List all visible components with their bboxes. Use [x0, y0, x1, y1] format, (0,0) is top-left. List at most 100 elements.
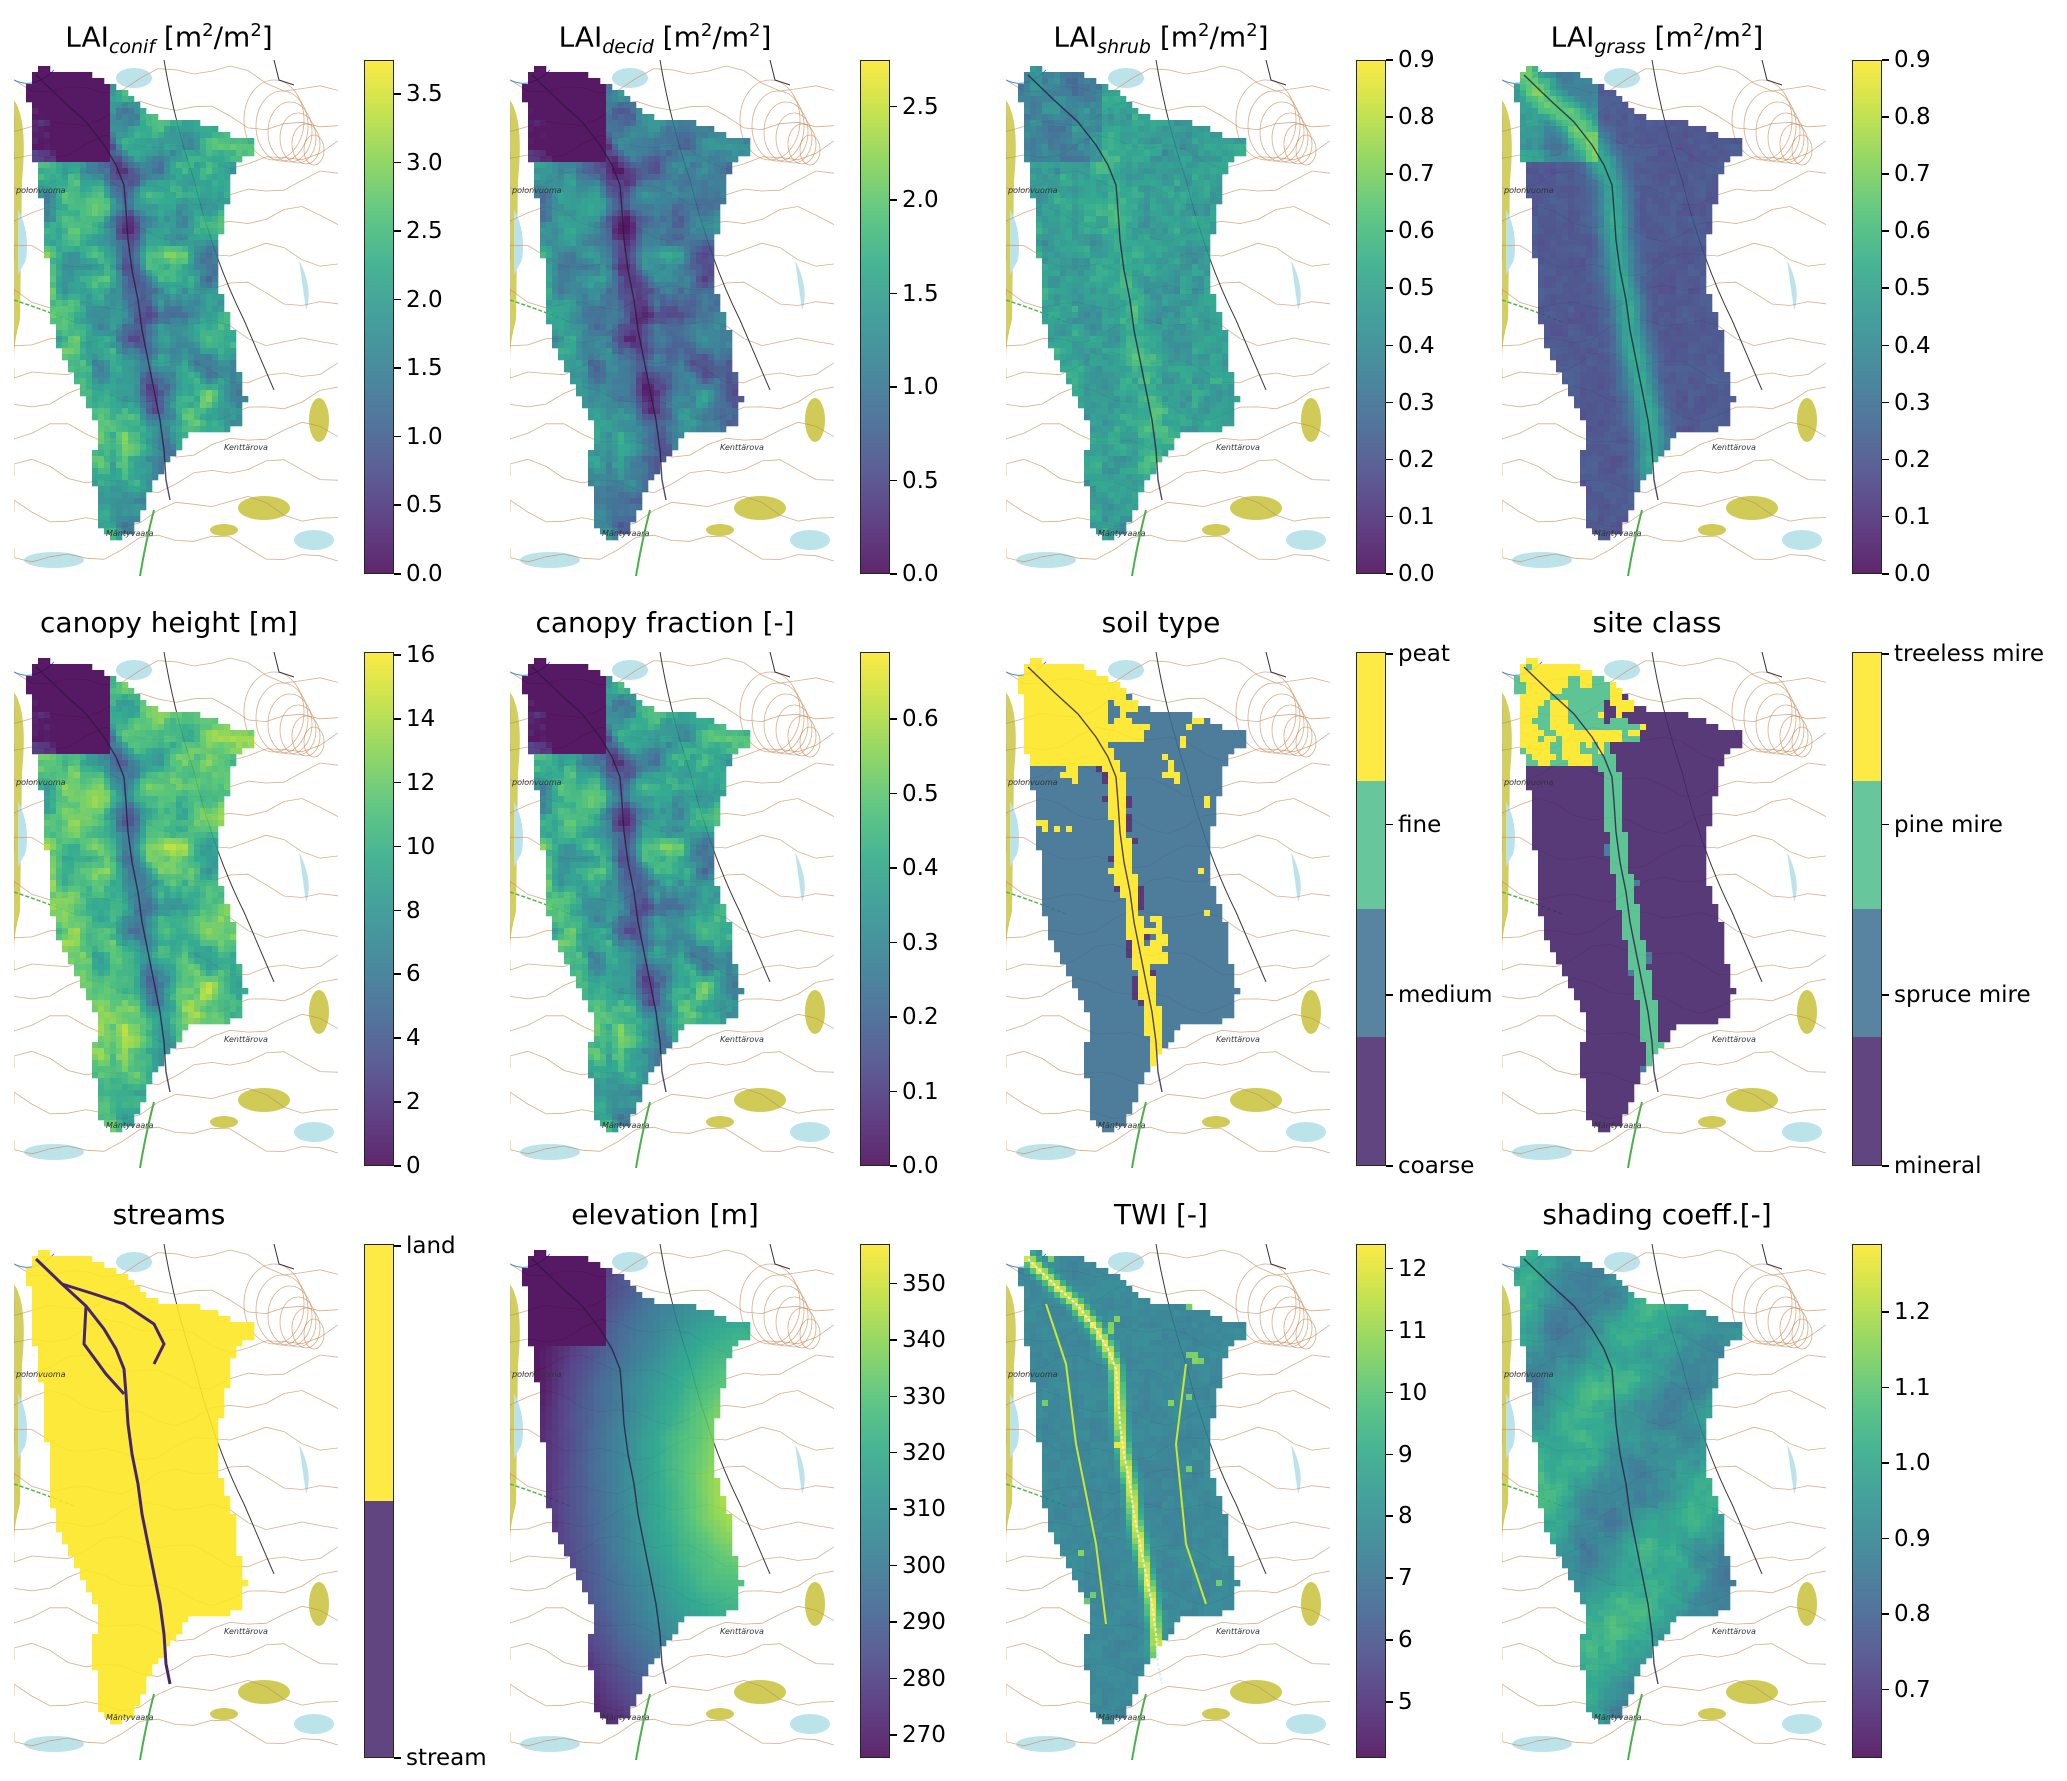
tick-text: fine [1386, 812, 1441, 838]
place-label-southeast: Kenttärova [1712, 1627, 1756, 1636]
raster-layer [522, 66, 751, 541]
tick-text: 0.5 [1882, 275, 1931, 301]
place-label-west: polonvuoma [15, 186, 66, 195]
tick-text: 340 [890, 1327, 946, 1353]
tick-text: 0.0 [890, 561, 939, 587]
tick-text: 0.0 [890, 1153, 939, 1179]
basemap [14, 652, 338, 1168]
place-label-southeast: Kenttärova [720, 1627, 764, 1636]
colorbar-tick-label: 0.7 [1882, 1677, 1931, 1703]
colorbar-tick-label: 0.4 [1386, 333, 1435, 359]
colorbar [364, 1244, 394, 1758]
stream-line [531, 1258, 667, 1685]
title-sup2: 2 [749, 20, 760, 41]
tick-text: 2.5 [890, 94, 939, 120]
panel-title: LAIconif [m2/m2] [0, 14, 338, 64]
colorbar-tick-label: pine mire [1882, 812, 2003, 838]
colorbar-tick-label: 0.5 [1386, 275, 1435, 301]
catchment-map: polonvuoma Kenttärova Mäntyvaara [510, 60, 834, 576]
colorbar-tick-label: 300 [890, 1553, 946, 1579]
colorbar [1852, 1244, 1882, 1758]
tick-text: 12 [1386, 1256, 1427, 1282]
tick-text: 1.5 [394, 355, 443, 381]
tick-text: 0.0 [394, 561, 443, 587]
tick-text: 0.7 [1386, 161, 1435, 187]
map-panel-streams: streams polonvuoma Kenttärova Mäntyvaara str… [0, 1184, 500, 1777]
panel-title: canopy height [m] [0, 606, 338, 640]
tick-text: 330 [890, 1384, 946, 1410]
title-end: ] [1752, 20, 1763, 53]
colorbar-tick-label: 2.5 [394, 218, 443, 244]
map-svg: polonvuoma Kenttärova Mäntyvaara [1006, 652, 1330, 1168]
tick-text: 300 [890, 1553, 946, 1579]
colorbar-tick-label: 280 [890, 1666, 946, 1692]
colorbar-tick-label: 0.6 [890, 706, 939, 732]
tick-text: 5 [1386, 1689, 1413, 1715]
colorbar-tick-label: 0.5 [1882, 275, 1931, 301]
colorbar [1356, 652, 1386, 1166]
place-label-west: polonvuoma [1503, 778, 1554, 787]
catchment-map: polonvuoma Kenttärova Mäntyvaara [510, 652, 834, 1168]
tick-text: 0.9 [1386, 47, 1435, 73]
panel-title: LAIgrass [m2/m2] [1488, 14, 1826, 64]
tick-text: 4 [394, 1025, 421, 1051]
tick-text: 6 [394, 961, 421, 987]
colorbar-tick-label: 0.0 [1882, 561, 1931, 587]
place-label-west: polonvuoma [1007, 778, 1058, 787]
tick-text: 10 [394, 834, 435, 860]
colorbar-tick-label: 2.0 [890, 187, 939, 213]
tick-text: 1.0 [394, 424, 443, 450]
stream-line [1523, 74, 1659, 501]
title-unit: [m [155, 20, 202, 53]
place-label-south: Mäntyvaara [106, 529, 154, 538]
colorbar-tick-label: 320 [890, 1440, 946, 1466]
title-sup1: 2 [1198, 20, 1209, 41]
tick-text: 0.1 [1882, 504, 1931, 530]
tick-text: 3.5 [394, 81, 443, 107]
panel-title: canopy fraction [-] [496, 606, 834, 640]
stream-line [35, 666, 171, 1093]
map-svg: polonvuoma Kenttärova Mäntyvaara [1006, 60, 1330, 576]
colorbar [860, 652, 890, 1166]
colorbar-tick-label: 16 [394, 642, 435, 668]
colorbar-tick-label: 1.0 [890, 374, 939, 400]
colorbar-tick-label: 11 [1386, 1318, 1427, 1344]
colorbar-tick-label: 0.2 [1882, 447, 1931, 473]
stream-line [531, 666, 667, 1093]
catchment-map: polonvuoma Kenttärova Mäntyvaara [1006, 60, 1330, 576]
colorbar-tick-label: 1.2 [1882, 1299, 1931, 1325]
title-end: ] [761, 20, 772, 53]
tick-text: medium [1386, 982, 1493, 1008]
place-label-west: polonvuoma [15, 1370, 66, 1379]
panel-title: LAIdecid [m2/m2] [496, 14, 834, 64]
catchment-map: polonvuoma Kenttärova Mäntyvaara [1006, 652, 1330, 1168]
catchment-map: polonvuoma Kenttärova Mäntyvaara [1502, 60, 1826, 576]
colorbar [364, 60, 394, 574]
colorbar-tick-label: 0.3 [890, 930, 939, 956]
place-label-southeast: Kenttärova [1216, 1035, 1260, 1044]
colorbar [1356, 60, 1386, 574]
colorbar-tick-label: 6 [1386, 1627, 1413, 1653]
map-panel-lai-decid: LAIdecid [m2/m2] polonvuoma Kenttärova Mänt… [496, 0, 996, 593]
place-label-southeast: Kenttärova [1712, 1035, 1756, 1044]
panel-title: shading coeff.[-] [1488, 1198, 1826, 1232]
colorbar-tick-label: coarse [1386, 1153, 1474, 1179]
colorbar-tick-label: mineral [1882, 1153, 1981, 1179]
colorbar-tick-label: 0.8 [1386, 104, 1435, 130]
place-label-west: polonvuoma [1503, 186, 1554, 195]
colorbar-tick-label: 7 [1386, 1565, 1413, 1591]
map-svg: polonvuoma Kenttärova Mäntyvaara [1502, 1244, 1826, 1760]
title-text: soil type [1102, 606, 1221, 639]
place-label-south: Mäntyvaara [106, 1121, 154, 1130]
tick-text: 6 [1386, 1627, 1413, 1653]
map-svg: polonvuoma Kenttärova Mäntyvaara [14, 1244, 338, 1760]
title-end: ] [1258, 20, 1269, 53]
map-svg: polonvuoma Kenttärova Mäntyvaara [1502, 60, 1826, 576]
colorbar-tick-label: 3.0 [394, 150, 443, 176]
title-unit: [m [1151, 20, 1198, 53]
colorbar-tick-label: land [394, 1233, 456, 1259]
place-label-southeast: Kenttärova [224, 1627, 268, 1636]
colorbar-tick-label: 0.9 [1882, 47, 1931, 73]
colorbar-tick-label: 10 [394, 834, 435, 860]
